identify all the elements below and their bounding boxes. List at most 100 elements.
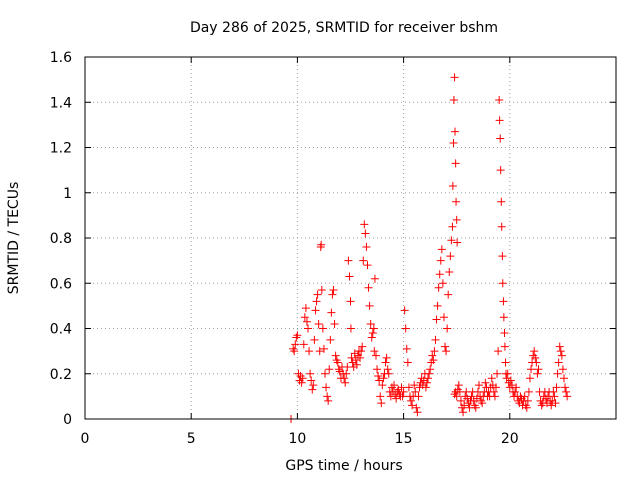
data-point xyxy=(433,301,442,310)
data-point xyxy=(305,347,314,356)
data-point xyxy=(495,116,504,125)
data-point xyxy=(432,315,441,324)
data-point xyxy=(352,360,361,369)
data-point xyxy=(361,229,370,238)
y-tick-label: 0.4 xyxy=(50,322,72,338)
data-point xyxy=(563,392,572,401)
y-tick-label: 1.4 xyxy=(50,95,72,111)
data-point xyxy=(446,252,455,261)
data-point xyxy=(494,347,503,356)
data-points xyxy=(287,73,572,423)
data-point xyxy=(425,369,434,378)
y-tick-label: 1.6 xyxy=(50,50,72,66)
data-point xyxy=(299,340,308,349)
data-point xyxy=(511,387,520,396)
chart-title: Day 286 of 2025, SRMTID for receiver bsh… xyxy=(190,20,498,36)
data-point xyxy=(414,392,423,401)
data-point xyxy=(357,347,366,356)
data-point xyxy=(551,399,560,408)
data-point xyxy=(291,340,300,349)
data-point xyxy=(450,73,459,82)
data-point xyxy=(404,383,413,392)
data-point xyxy=(309,381,318,390)
data-point xyxy=(441,342,450,351)
y-tick-label: 0.2 xyxy=(50,367,72,383)
data-point xyxy=(347,353,356,362)
data-point xyxy=(495,95,504,104)
data-point xyxy=(452,215,461,224)
data-point xyxy=(386,392,395,401)
data-point xyxy=(497,222,506,231)
data-point xyxy=(445,267,454,276)
data-point xyxy=(499,297,508,306)
y-tick-label: 1.2 xyxy=(50,141,72,157)
data-point xyxy=(412,403,421,412)
x-tick-label: 10 xyxy=(288,431,306,447)
data-point xyxy=(549,387,558,396)
data-point xyxy=(323,392,332,401)
data-point xyxy=(503,369,512,378)
y-tick-label: 1 xyxy=(63,186,72,202)
data-point xyxy=(370,347,379,356)
x-tick-label: 5 xyxy=(187,431,196,447)
data-point xyxy=(497,197,506,206)
data-point xyxy=(444,290,453,299)
data-point xyxy=(559,374,568,383)
y-tick-label: 0 xyxy=(63,412,72,428)
data-point xyxy=(359,256,368,265)
data-point xyxy=(430,347,439,356)
data-point xyxy=(324,396,333,405)
data-point xyxy=(452,392,461,401)
data-point xyxy=(478,399,487,408)
data-point xyxy=(341,378,350,387)
data-point xyxy=(378,381,387,390)
data-point xyxy=(358,342,367,351)
data-point xyxy=(315,347,324,356)
data-point xyxy=(342,369,351,378)
data-point xyxy=(340,374,349,383)
data-point xyxy=(365,301,374,310)
data-point xyxy=(413,408,422,417)
y-axis-ticks: 0 0.2 0.4 0.6 0.8 1 1.2 1.4 1.6 xyxy=(50,50,616,428)
data-point xyxy=(368,329,377,338)
data-point xyxy=(442,347,451,356)
data-point xyxy=(506,376,515,385)
data-point xyxy=(491,383,500,392)
data-point xyxy=(314,319,323,328)
data-point xyxy=(376,392,385,401)
data-point xyxy=(451,159,460,168)
data-point xyxy=(346,324,355,333)
data-point xyxy=(553,369,562,378)
data-point xyxy=(302,317,311,326)
data-point xyxy=(449,138,458,147)
data-point xyxy=(319,344,328,353)
data-point xyxy=(410,381,419,390)
data-point xyxy=(344,256,353,265)
data-point xyxy=(318,324,327,333)
data-point xyxy=(426,365,435,374)
data-point xyxy=(300,313,309,322)
data-point xyxy=(346,297,355,306)
data-point xyxy=(421,383,430,392)
data-point xyxy=(523,396,532,405)
y-axis-label: SRMTID / TECUs xyxy=(6,182,22,295)
data-point xyxy=(557,351,566,360)
data-point xyxy=(398,392,407,401)
y-tick-label: 0.6 xyxy=(50,276,72,292)
data-point xyxy=(392,394,401,403)
data-point xyxy=(467,392,476,401)
data-point xyxy=(356,353,365,362)
data-point xyxy=(362,243,371,252)
data-point xyxy=(449,95,458,104)
data-point xyxy=(556,347,565,356)
data-point xyxy=(373,365,382,374)
data-point xyxy=(527,365,536,374)
data-point xyxy=(448,222,457,231)
data-point xyxy=(550,392,559,401)
data-point xyxy=(383,365,392,374)
data-point xyxy=(407,396,416,405)
data-point xyxy=(327,308,336,317)
data-point xyxy=(330,319,339,328)
data-point xyxy=(460,401,469,410)
